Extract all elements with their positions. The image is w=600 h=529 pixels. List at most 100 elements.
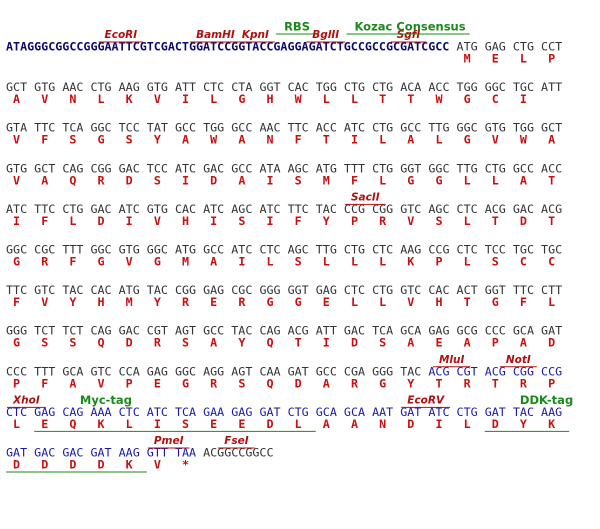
codon: ACT (457, 283, 478, 297)
codon: CAC (90, 283, 111, 297)
enzyme-site: FseI (224, 435, 249, 447)
residue: S (69, 336, 76, 350)
residue: Q (266, 336, 273, 350)
codon: TAT (147, 121, 168, 135)
residue: V (41, 295, 48, 309)
codon: GAT (288, 364, 309, 378)
codon: CTG (372, 80, 393, 94)
residue: C (492, 92, 499, 106)
codon: GCC (513, 161, 534, 175)
codon: GAG (485, 40, 506, 54)
codon: CTG (457, 405, 478, 419)
enzyme-site: SacII (351, 191, 380, 203)
residue: A (323, 417, 330, 431)
residue: S (379, 336, 386, 350)
residue: P (435, 255, 442, 269)
residue: D (98, 458, 105, 472)
residue: T (407, 92, 414, 106)
codon: TTG (457, 161, 478, 175)
codon: CTG (372, 121, 393, 135)
codon: AGC (288, 243, 309, 257)
residue: W (295, 92, 303, 106)
residue: G (464, 133, 471, 147)
codon: CGT (147, 324, 168, 338)
residue: S (126, 133, 133, 147)
codon: TCA (62, 121, 83, 135)
codon: CAG (90, 324, 111, 338)
codon: ATG (175, 243, 196, 257)
codon: GAG (231, 405, 252, 419)
residue: E (41, 417, 48, 431)
codon: CTC (344, 283, 365, 297)
residue: L (351, 92, 358, 106)
residue: D (492, 417, 499, 431)
codon: GAT (259, 405, 280, 419)
codon: TTC (34, 202, 55, 216)
codon: CGG (90, 161, 111, 175)
codon: TCA (175, 405, 196, 419)
codon: TCC (147, 161, 168, 175)
codon: GCT (541, 121, 562, 135)
codon: ATC (6, 202, 27, 216)
codon: ATT (316, 324, 337, 338)
residue: V (492, 133, 499, 147)
residue: V (154, 92, 161, 106)
codon: GCG (457, 324, 478, 338)
residue: G (435, 173, 442, 187)
residue: G (407, 173, 414, 187)
codon: GTC (400, 202, 421, 216)
codon: TGC (513, 243, 534, 257)
residue: A (407, 336, 414, 350)
codon: ACC (428, 80, 449, 94)
enzyme-site: BamHI (196, 29, 235, 41)
codon: ATT (175, 80, 196, 94)
codon: GCC (203, 324, 224, 338)
codon: GAC (90, 202, 111, 216)
residue: I (13, 214, 20, 228)
codon: GGC (485, 80, 506, 94)
residue: I (435, 417, 442, 431)
codon: AAG (400, 243, 421, 257)
enzyme-site: EcoRV (407, 394, 445, 406)
codon: GAG (34, 405, 55, 419)
residue: E (210, 417, 217, 431)
codon: AGG (203, 364, 224, 378)
residue: T (379, 92, 386, 106)
codon: ACG (541, 202, 562, 216)
codon: TTC (34, 121, 55, 135)
codon: ATC (147, 405, 168, 419)
codon: TCC (119, 121, 140, 135)
residue: H (435, 295, 442, 309)
residue: D (13, 458, 20, 472)
codon: TTC (6, 283, 27, 297)
codon: TAA (175, 446, 196, 460)
residue: G (492, 295, 499, 309)
codon: GGT (259, 80, 280, 94)
residue: L (126, 417, 133, 431)
residue: S (41, 336, 48, 350)
residue: D (295, 376, 302, 390)
residue: R (520, 376, 528, 390)
residue: * (182, 458, 189, 472)
residue: R (41, 255, 49, 269)
residue: I (266, 173, 273, 187)
codon: CAG (62, 161, 83, 175)
codon: ATG (457, 40, 478, 54)
codon: ATC (344, 121, 365, 135)
codon: GAT (90, 446, 111, 460)
residue: M (126, 295, 133, 309)
codon: AGC (231, 202, 252, 216)
codon: CAA (259, 364, 280, 378)
residue: S (492, 255, 499, 269)
residue: L (464, 417, 471, 431)
codon: TAC (147, 283, 168, 297)
codon: GAT (400, 405, 421, 419)
residue: Y (323, 214, 330, 228)
codon: AAC (259, 121, 280, 135)
codon: CTG (344, 80, 365, 94)
residue: V (126, 255, 133, 269)
codon: CTG (372, 161, 393, 175)
residue: R (210, 376, 218, 390)
codon: GCT (6, 80, 27, 94)
enzyme-site: PmeI (154, 435, 184, 447)
